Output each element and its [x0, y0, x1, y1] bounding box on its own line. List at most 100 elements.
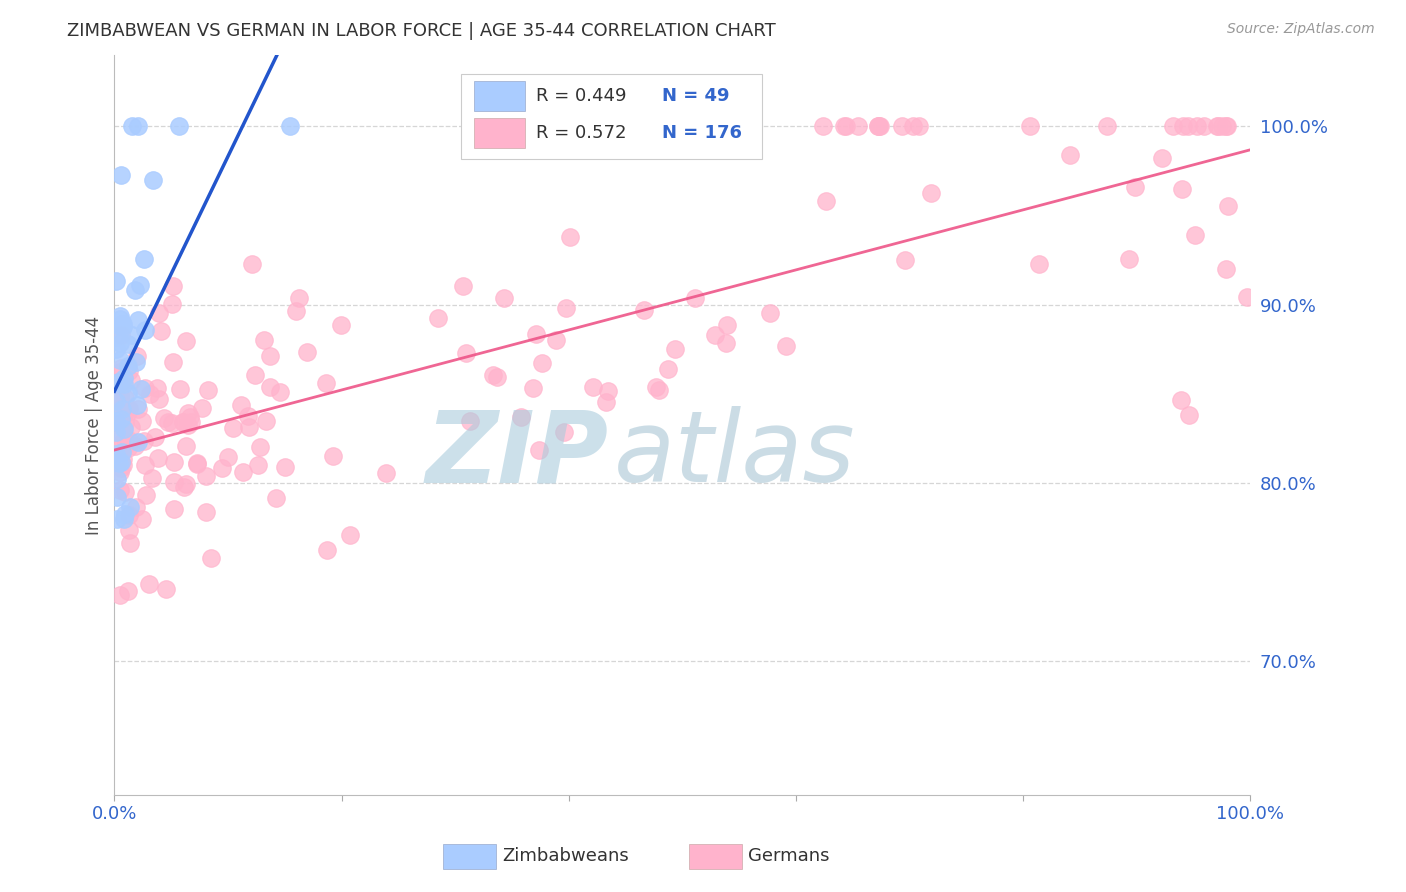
Point — [131, 414, 153, 428]
Point — [527, 443, 550, 458]
Point — [222, 420, 245, 434]
Point — [108, 318, 131, 333]
Point — [284, 304, 307, 318]
Text: R = 0.449: R = 0.449 — [536, 87, 626, 105]
Point — [118, 500, 141, 514]
Point — [249, 440, 271, 454]
Point — [160, 416, 183, 430]
Point — [481, 368, 503, 383]
Point — [186, 456, 208, 470]
Point — [1194, 120, 1216, 134]
Point — [138, 386, 160, 401]
Point — [108, 309, 131, 323]
Point — [485, 370, 508, 384]
Point — [105, 490, 128, 504]
Point — [197, 383, 219, 397]
Point — [104, 393, 127, 408]
Point — [1178, 408, 1201, 422]
Point — [458, 414, 481, 428]
Point — [254, 413, 277, 427]
Point — [832, 120, 855, 134]
Point — [815, 194, 838, 208]
Point — [1215, 261, 1237, 276]
Point — [127, 312, 149, 326]
Point — [211, 461, 233, 475]
Point — [247, 458, 270, 472]
Point — [104, 275, 127, 289]
Point — [554, 301, 576, 316]
Y-axis label: In Labor Force | Age 35-44: In Labor Force | Age 35-44 — [86, 316, 103, 534]
Point — [664, 343, 686, 357]
Point — [110, 169, 132, 183]
Point — [129, 382, 152, 396]
Point — [322, 450, 344, 464]
Point — [1236, 290, 1258, 304]
Point — [150, 324, 173, 338]
Point — [232, 465, 254, 479]
Point — [522, 381, 544, 395]
Point — [117, 337, 139, 351]
Point — [195, 468, 218, 483]
Point — [111, 445, 134, 459]
Point — [866, 120, 889, 134]
Point — [125, 350, 148, 364]
Point — [148, 392, 170, 407]
Point — [558, 229, 581, 244]
Point — [117, 405, 139, 419]
Point — [259, 380, 281, 394]
Point — [648, 384, 671, 398]
Point — [142, 173, 165, 187]
Point — [117, 402, 139, 417]
Point — [148, 306, 170, 320]
Point — [108, 365, 131, 379]
Point — [118, 523, 141, 537]
Point — [174, 477, 197, 491]
Point — [375, 467, 398, 481]
Point — [135, 488, 157, 502]
Point — [108, 391, 131, 405]
Point — [108, 588, 131, 602]
Text: Germans: Germans — [748, 847, 830, 865]
Point — [125, 355, 148, 369]
Point — [553, 425, 575, 439]
Point — [1152, 151, 1174, 165]
Point — [1218, 199, 1240, 213]
Point — [114, 485, 136, 500]
Point — [141, 470, 163, 484]
Point — [117, 441, 139, 455]
Point — [124, 439, 146, 453]
Point — [173, 480, 195, 494]
Point — [191, 401, 214, 415]
Point — [114, 438, 136, 452]
Point — [869, 120, 891, 134]
Point — [114, 432, 136, 446]
Point — [813, 120, 835, 134]
Point — [108, 437, 131, 451]
Point — [1205, 120, 1227, 134]
Point — [1097, 120, 1119, 134]
Text: ZIP: ZIP — [426, 406, 609, 503]
Point — [1215, 120, 1237, 134]
Bar — [474, 81, 526, 111]
Point — [186, 457, 208, 471]
Point — [835, 120, 858, 134]
Point — [162, 355, 184, 369]
Point — [104, 329, 127, 343]
Point — [231, 398, 253, 412]
Point — [716, 336, 738, 351]
Point — [1173, 120, 1195, 134]
Point — [704, 327, 727, 342]
Text: N = 49: N = 49 — [662, 87, 730, 105]
Point — [105, 342, 128, 356]
Point — [108, 417, 131, 431]
Text: R = 0.572: R = 0.572 — [536, 124, 626, 142]
Text: Zimbabweans: Zimbabweans — [502, 847, 628, 865]
Point — [174, 439, 197, 453]
Point — [162, 475, 184, 490]
Point — [110, 353, 132, 368]
Point — [162, 279, 184, 293]
Point — [264, 491, 287, 505]
Point — [253, 333, 276, 347]
Point — [901, 120, 924, 134]
Point — [259, 349, 281, 363]
